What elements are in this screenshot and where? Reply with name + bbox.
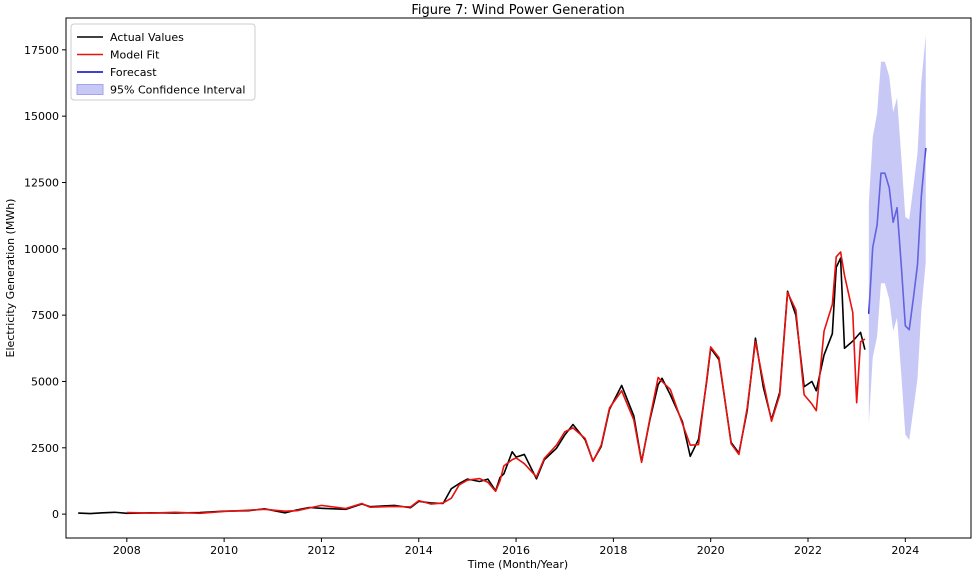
x-tick-label-2024: 2024: [891, 544, 919, 557]
x-tick-label-2022: 2022: [794, 544, 822, 557]
y-axis: 0 2500 5000 7500 10000 12500 15000 17500: [24, 44, 66, 521]
legend-box: [70, 23, 256, 101]
x-tick-label-2008: 2008: [113, 544, 141, 557]
x-tick-label-2018: 2018: [599, 544, 627, 557]
y-tick-label-12500: 12500: [24, 176, 59, 189]
series-95-confidence-interval: [868, 35, 926, 440]
y-tick-label-7500: 7500: [31, 309, 59, 322]
plot-frame: [65, 17, 972, 539]
legend: Actual Values Model Fit Forecast 95% Confid…: [70, 23, 256, 101]
legend-swatch-95-confidence-interval: [76, 84, 104, 95]
chart-title: Figure 7: Wind Power Generation: [411, 3, 624, 18]
y-tick-label-0: 0: [52, 508, 59, 521]
x-tick-label-2020: 2020: [697, 544, 725, 557]
y-tick-label-10000: 10000: [24, 243, 59, 256]
legend-label-95-confidence-interval: 95% Confidence Interval: [110, 84, 245, 97]
x-tick-label-2016: 2016: [502, 544, 530, 557]
y-tick-label-15000: 15000: [24, 110, 59, 123]
legend-label-model-fit: Model Fit: [110, 49, 160, 62]
series-line-actual-values: [78, 257, 866, 515]
y-tick-label-5000: 5000: [31, 375, 59, 388]
series-line-model-fit: [126, 251, 866, 515]
y-axis-label: Electricity Generation (MWh): [4, 199, 17, 358]
x-tick-label-2012: 2012: [307, 544, 335, 557]
x-axis: 2008 2010 2012 2014 2016 2018 2020 2022 2024: [113, 538, 919, 557]
x-tick-label-2010: 2010: [210, 544, 238, 557]
y-tick-label-2500: 2500: [31, 442, 59, 455]
y-tick-label-17500: 17500: [24, 44, 59, 57]
plot-area: [78, 35, 927, 515]
x-tick-label-2014: 2014: [405, 544, 433, 557]
x-axis-label: Time (Month/Year): [467, 558, 568, 571]
legend-label-forecast: Forecast: [110, 66, 157, 79]
legend-label-actual-values: Actual Values: [110, 31, 184, 44]
